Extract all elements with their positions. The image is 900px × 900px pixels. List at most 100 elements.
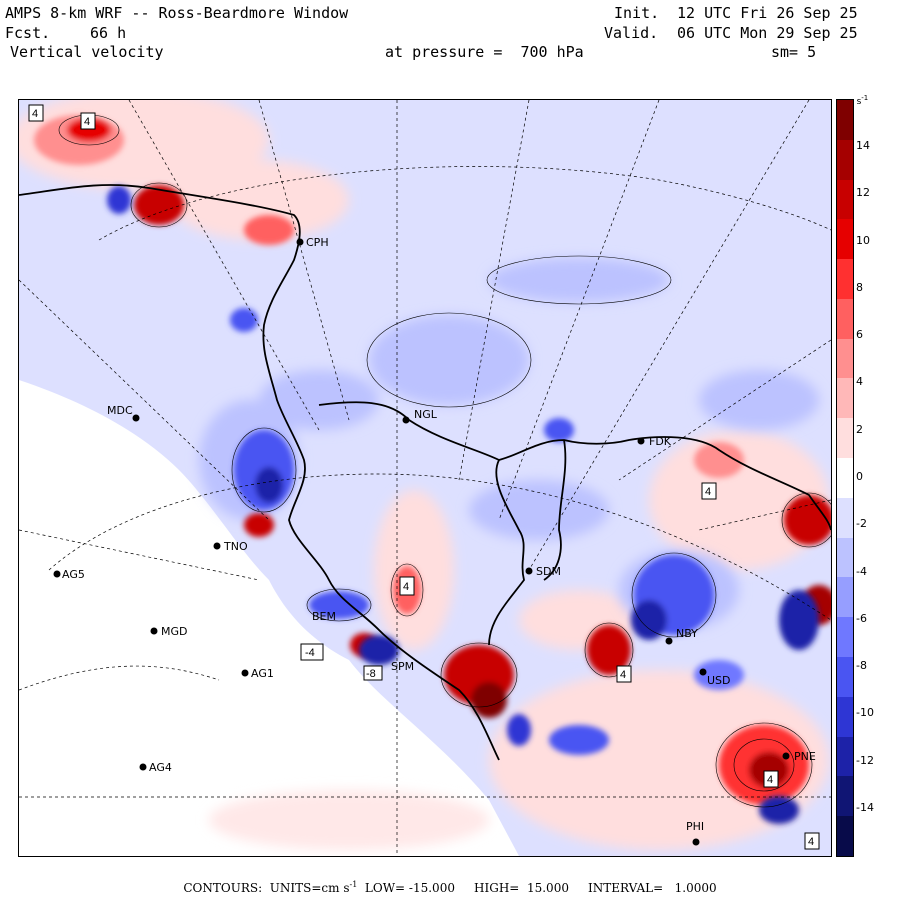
colorbar-segment: [837, 736, 853, 777]
contour-label-box: 4: [80, 112, 96, 130]
station-ag5: AG5: [53, 568, 85, 581]
colorbar-segment: [837, 378, 853, 419]
svg-text:4: 4: [767, 774, 773, 786]
contour-label-box: 4: [616, 665, 632, 683]
colorbar-segment: [837, 458, 853, 498]
station-usd: USD: [699, 668, 731, 687]
svg-text:BEM: BEM: [312, 610, 336, 623]
colorbar-tick-label: 0: [856, 470, 863, 483]
svg-text:MDC: MDC: [107, 404, 133, 417]
station-mdc: MDC: [107, 404, 140, 422]
station-fdk: FDK: [637, 435, 672, 448]
colorbar-segment: [837, 656, 853, 697]
colorbar-tick-label: -2: [856, 517, 867, 531]
masked-plateau-region: [19, 380, 519, 856]
svg-text:-4: -4: [305, 647, 315, 659]
svg-text:AG5: AG5: [62, 568, 85, 581]
colorbar-tick-label: 14: [856, 139, 870, 152]
station-tno: TNO: [213, 540, 248, 553]
colorbar-segment: [837, 776, 853, 817]
station-spm: SPM: [391, 660, 414, 673]
svg-text:USD: USD: [707, 674, 731, 687]
contour-label-box: -4: [300, 643, 324, 661]
map-panel: 4 4 4 4 -4 -8 4 4 4 CPH MDC NGL FDK TNO …: [18, 99, 832, 857]
colorbar-tick-label: 6: [856, 328, 863, 342]
contour-labels: 4 4 4 4 -4 -8 4 4 4: [28, 104, 820, 850]
coastline: [19, 184, 831, 761]
station-ngl: NGL: [402, 408, 438, 424]
colorbar-segment: [837, 179, 853, 220]
svg-text:4: 4: [808, 836, 814, 848]
colorbar-tick-label: -6: [856, 611, 867, 625]
station-mgd: MGD: [150, 625, 188, 638]
station-phi: PHI: [686, 820, 704, 846]
svg-text:CPH: CPH: [306, 236, 329, 249]
contour-label-box: -8: [363, 665, 383, 681]
smoothing-value: sm= 5: [771, 43, 817, 61]
colorbar-tick-label: 8: [856, 280, 863, 294]
colorbar-segment: [837, 816, 853, 856]
svg-text:NGL: NGL: [414, 408, 438, 421]
colorbar-segment: [837, 617, 853, 657]
station-ag4: AG4: [139, 761, 172, 774]
colorbar-segment: [837, 219, 853, 260]
station-nby: NBY: [665, 627, 698, 645]
svg-text:AG1: AG1: [251, 667, 274, 680]
svg-text:4: 4: [705, 486, 711, 498]
contour-label-box: 4: [28, 104, 44, 122]
colorbar-segment: [837, 577, 853, 618]
svg-text:4: 4: [84, 116, 90, 128]
colorbar-segment: [837, 497, 853, 538]
init-label: Init.: [614, 4, 660, 22]
svg-text:PHI: PHI: [686, 820, 704, 833]
colorbar-segment: [837, 338, 853, 379]
station-pne: PNE: [782, 750, 816, 763]
valid-time: 06 UTC Mon 29 Sep 25: [677, 24, 858, 42]
colorbar-tick-label: -4: [856, 564, 867, 578]
colorbar-tick-label: -10: [856, 706, 874, 720]
graticule: [19, 100, 831, 856]
contour-label-box: 4: [763, 770, 779, 788]
svg-text:TNO: TNO: [223, 540, 248, 553]
svg-text:4: 4: [403, 581, 409, 593]
contour-label-box: 4: [701, 482, 717, 500]
svg-text:AG4: AG4: [149, 761, 172, 774]
station-cph: CPH: [296, 236, 329, 249]
station-markers: CPH MDC NGL FDK TNO AG5 SDM MGD NBY AG1 …: [53, 236, 816, 846]
colorbar-segment: [837, 298, 853, 339]
colorbar-tick-label: 12: [856, 186, 870, 200]
svg-text:PNE: PNE: [794, 750, 816, 763]
station-ag1: AG1: [241, 667, 274, 680]
svg-text:NBY: NBY: [676, 627, 698, 640]
colorbar-segment: [837, 696, 853, 737]
svg-text:4: 4: [620, 669, 626, 681]
colorbar-segment: [837, 100, 853, 140]
colorbar-tick-label: 4: [856, 375, 863, 389]
contour-label-box: 4: [804, 832, 820, 850]
colorbar-segment: [837, 259, 853, 299]
svg-text:SPM: SPM: [391, 660, 414, 673]
pressure-level: at pressure = 700 hPa: [385, 43, 584, 61]
variable-name: Vertical velocity: [10, 43, 164, 61]
colorbar-segment: [837, 418, 853, 459]
map-title: AMPS 8-km WRF -- Ross-Beardmore Window: [5, 4, 349, 22]
svg-text:FDK: FDK: [649, 435, 672, 448]
colorbar-segment: [837, 537, 853, 578]
svg-text:SDM: SDM: [536, 565, 561, 578]
strong-descent-cores: [107, 186, 819, 824]
colorbar-tick-label: 10: [856, 233, 870, 247]
svg-text:4: 4: [32, 108, 38, 120]
colorbar-tick-label: -12: [856, 753, 874, 767]
forecast-label: Fcst.: [5, 24, 51, 42]
colorbar-tick-label: -8: [856, 659, 867, 673]
valid-label: Valid.: [604, 24, 659, 42]
contour-label-box: 4: [399, 576, 415, 596]
init-time: 12 UTC Fri 26 Sep 25: [677, 4, 858, 22]
colorbar-tick-label: 2: [856, 422, 863, 436]
forecast-hours: 66 h: [90, 24, 127, 42]
station-bem: BEM: [312, 610, 336, 623]
svg-text:MGD: MGD: [161, 625, 188, 638]
color-scale-bar: [836, 99, 854, 857]
colorbar-tick-label: -14: [856, 801, 874, 814]
strong-ascent-cores: [34, 115, 831, 805]
